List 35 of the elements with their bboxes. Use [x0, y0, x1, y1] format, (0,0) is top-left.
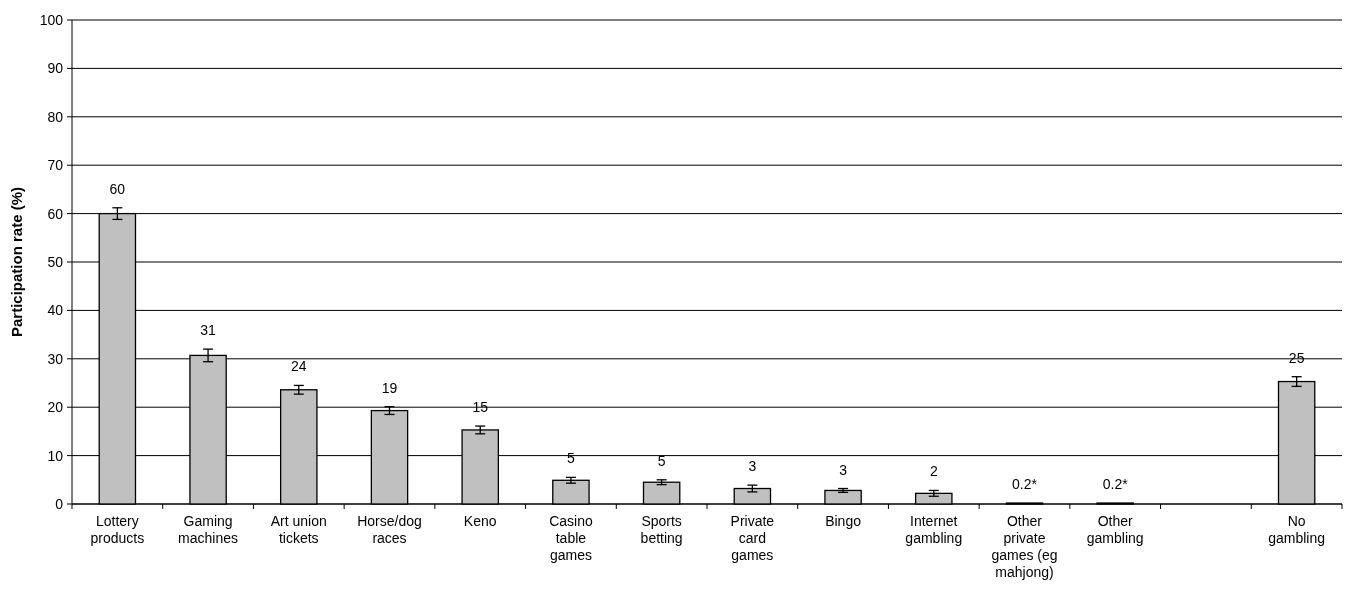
- data-label: 0.2*: [1012, 476, 1038, 493]
- data-label: 19: [381, 379, 398, 396]
- data-label: 2: [929, 463, 938, 480]
- data-label: 31: [200, 322, 217, 339]
- x-tick-label: No gambling: [1268, 513, 1326, 546]
- y-tick-label: 80: [47, 108, 64, 125]
- x-tick-label: Sports betting: [640, 513, 683, 546]
- data-label: 60: [109, 180, 126, 197]
- y-tick-label: 10: [47, 447, 64, 464]
- data-label: 0.2*: [1102, 476, 1129, 493]
- y-tick-label: 90: [47, 60, 64, 77]
- y-axis-title: Participation rate (%): [8, 186, 25, 338]
- y-tick-label: 0: [55, 495, 64, 512]
- x-tick-label: Other gambling: [1086, 513, 1144, 546]
- data-label: 24: [291, 358, 307, 375]
- x-tick-label: Keno: [463, 513, 497, 529]
- y-tick-label: 30: [47, 350, 64, 367]
- y-tick-label: 50: [47, 253, 64, 270]
- x-tick-label: Horse/dog races: [357, 513, 422, 546]
- y-tick-label: 70: [47, 157, 64, 174]
- data-label: 3: [839, 461, 848, 478]
- x-tick-label: Bingo: [825, 513, 862, 529]
- data-label: 3: [748, 458, 757, 475]
- x-tick-label: Private card games: [730, 513, 775, 563]
- y-tick-label: 20: [47, 399, 64, 416]
- y-tick-label: 40: [47, 302, 64, 319]
- x-tick-label: Art union tickets: [270, 513, 327, 546]
- x-tick-label: Casino table games: [549, 513, 593, 563]
- y-tick-label: 100: [39, 11, 64, 28]
- x-tick-label: Lottery products: [90, 513, 145, 546]
- x-tick-label: Other private games (eg mahjong): [991, 513, 1058, 580]
- x-tick-label: Gaming machines: [178, 513, 239, 546]
- data-label: 5: [657, 452, 666, 469]
- y-tick-label: 60: [47, 205, 64, 222]
- x-tick-label: Internet gambling: [905, 513, 963, 546]
